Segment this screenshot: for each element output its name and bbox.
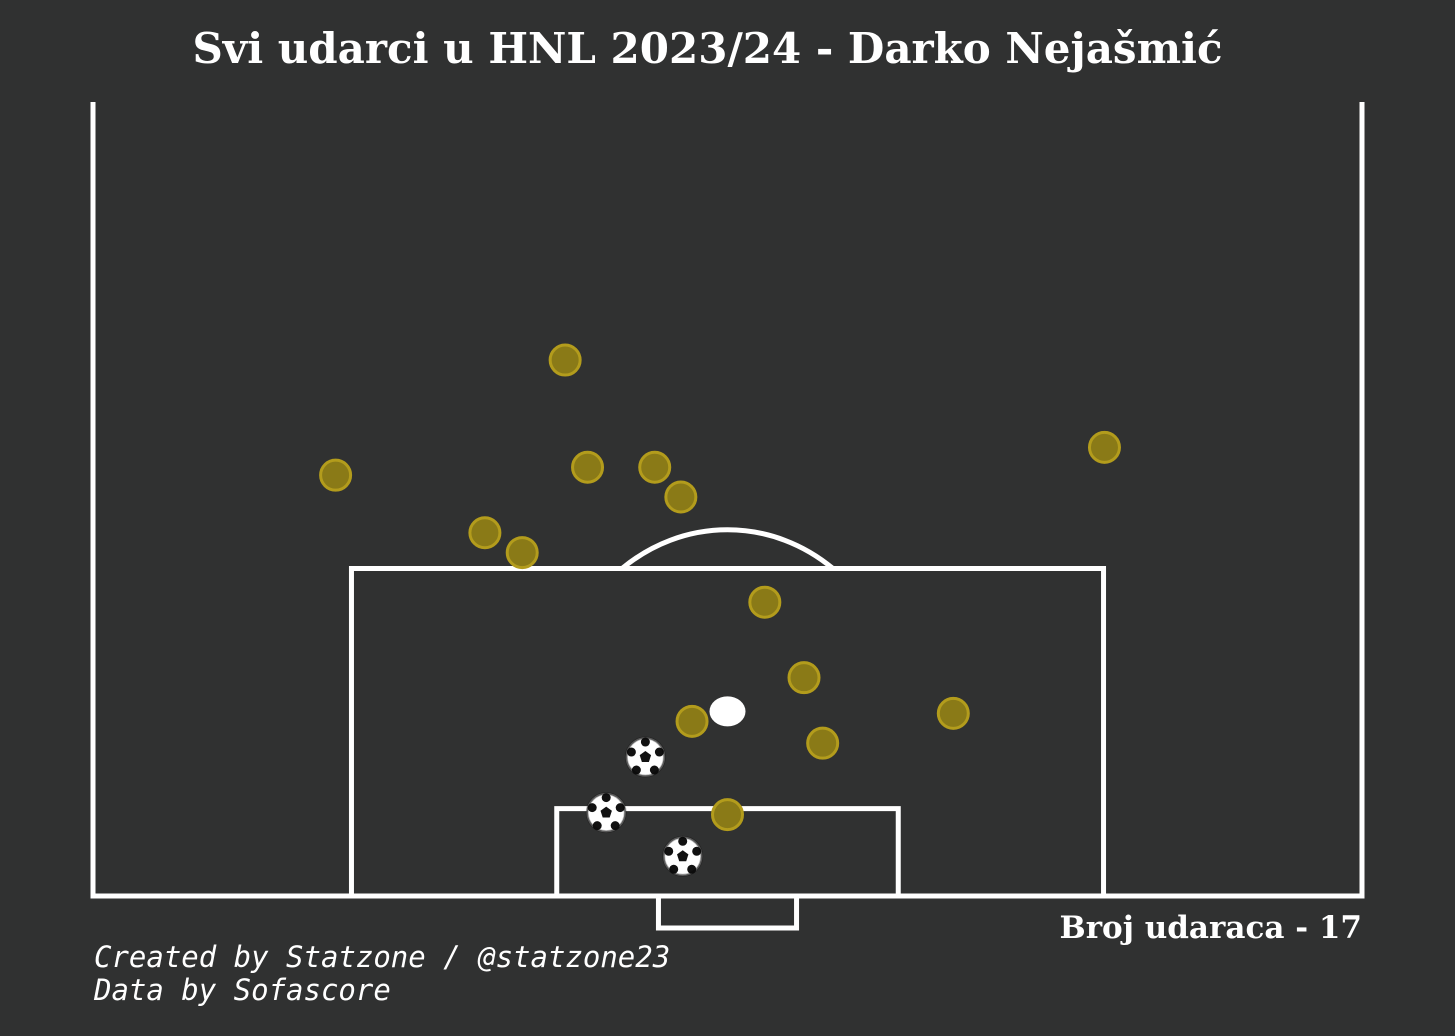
ball-patch	[626, 747, 636, 757]
shot-marker	[638, 450, 672, 484]
shot-marker	[936, 696, 970, 730]
shot-marker	[675, 704, 709, 738]
shot-marker	[505, 536, 539, 570]
ball-center-patch	[677, 850, 689, 862]
goal-ball-icon	[585, 792, 627, 834]
ball-patch	[678, 836, 688, 846]
ball-patch	[587, 803, 597, 813]
ball-shade	[624, 736, 666, 778]
shot-marker	[748, 585, 782, 619]
ball-patch	[601, 793, 611, 803]
ball-center-patch	[639, 751, 652, 762]
ball-patch	[654, 747, 664, 757]
shot-marker	[1087, 430, 1121, 464]
goal-ball-icon	[662, 835, 704, 877]
shot-markers	[319, 343, 1121, 877]
ball-patch	[649, 765, 659, 775]
ball-patch	[592, 821, 602, 831]
ball-center-patch	[600, 806, 612, 818]
ball-patch	[631, 765, 641, 775]
pitch-outline	[90, 102, 1365, 899]
credit-created-by: Created by Statzone / @statzone23	[94, 940, 671, 974]
shot-marker	[548, 343, 582, 377]
pitch-lines	[90, 102, 1365, 931]
ball-shade	[585, 792, 627, 834]
penalty-spot	[709, 696, 746, 727]
shot-marker	[571, 450, 605, 484]
ball-patch	[669, 864, 679, 874]
shot-marker	[468, 516, 502, 550]
shot-marker	[806, 726, 840, 760]
ball-patch	[615, 803, 625, 813]
penalty-arc	[620, 527, 835, 571]
shot-marker	[664, 480, 698, 514]
ball-patch	[640, 737, 650, 747]
shot-marker	[711, 798, 744, 832]
shot-marker	[787, 661, 821, 695]
credit-data-source: Data by Sofascore	[94, 973, 391, 1007]
goal-frame	[655, 896, 800, 931]
ball-patch	[692, 846, 702, 856]
ball-shade	[662, 835, 704, 877]
chart-title: Svi udarci u HNL 2023/24 - Darko Nejašmi…	[192, 24, 1223, 73]
ball-patch	[687, 864, 697, 874]
ball-patch	[610, 821, 620, 831]
penalty-area	[348, 565, 1107, 896]
ball-patch	[664, 846, 674, 856]
goal-ball-icon	[624, 736, 666, 778]
shot-count-label: Broj udaraca - 17	[1059, 910, 1363, 946]
shot-marker	[319, 458, 353, 492]
